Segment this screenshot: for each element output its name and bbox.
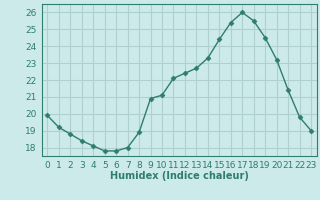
X-axis label: Humidex (Indice chaleur): Humidex (Indice chaleur) [110,171,249,181]
